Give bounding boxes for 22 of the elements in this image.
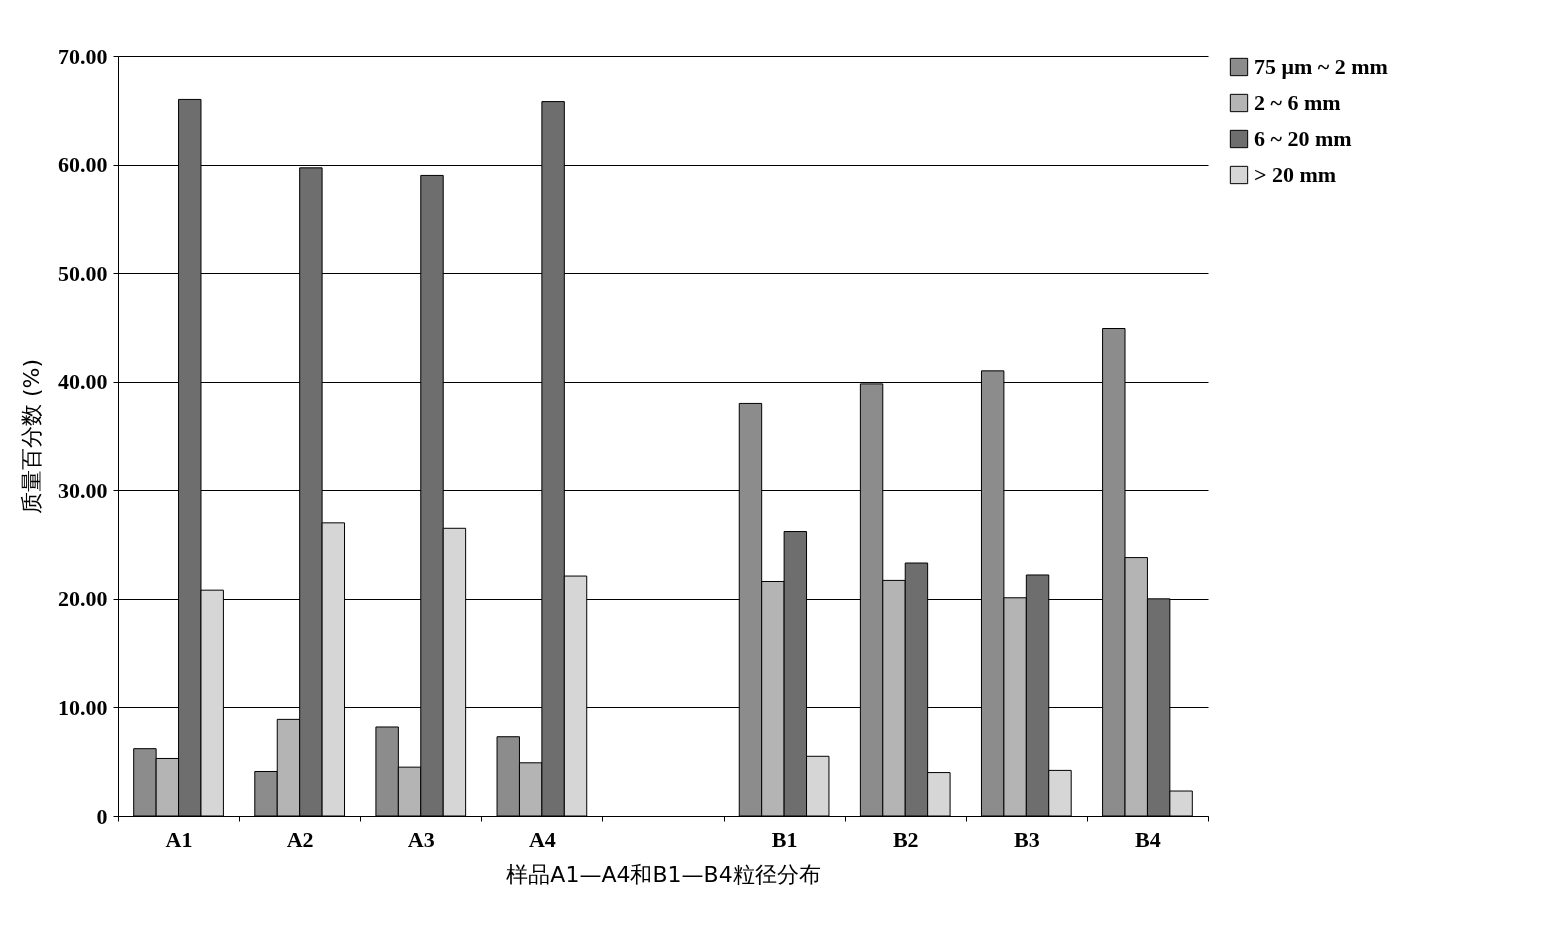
legend-label: 2 ~ 6 mm [1254, 90, 1341, 115]
y-tick-label: 50.00 [58, 260, 108, 286]
x-tick-label: B2 [892, 826, 919, 852]
y-tick-label: 20.00 [58, 586, 108, 612]
x-axis-title: 样品A1—A4和B1—B4粒径分布 [506, 861, 821, 887]
x-tick-label: B3 [1013, 826, 1040, 852]
y-tick-label: 30.00 [58, 477, 108, 503]
y-tick-label: 10.00 [58, 694, 108, 720]
y-tick-label: 70.00 [58, 43, 108, 69]
x-tick-label: B4 [1135, 826, 1161, 852]
y-tick-label: 0 [96, 803, 108, 829]
legend-label: 6 ~ 20 mm [1254, 126, 1352, 151]
x-tick-label: A3 [407, 826, 435, 852]
x-tick-label: A2 [286, 826, 314, 852]
x-tick-label: A1 [165, 826, 193, 852]
y-tick-label: 40.00 [58, 369, 108, 395]
x-tick-label: B1 [771, 826, 798, 852]
y-axis-title: 质量百分数 (%) [19, 358, 44, 515]
x-tick-label: A4 [528, 826, 556, 852]
legend-label: > 20 mm [1254, 162, 1337, 187]
y-tick-label: 60.00 [58, 152, 108, 178]
legend-label: 75 μm ~ 2 mm [1254, 54, 1388, 79]
